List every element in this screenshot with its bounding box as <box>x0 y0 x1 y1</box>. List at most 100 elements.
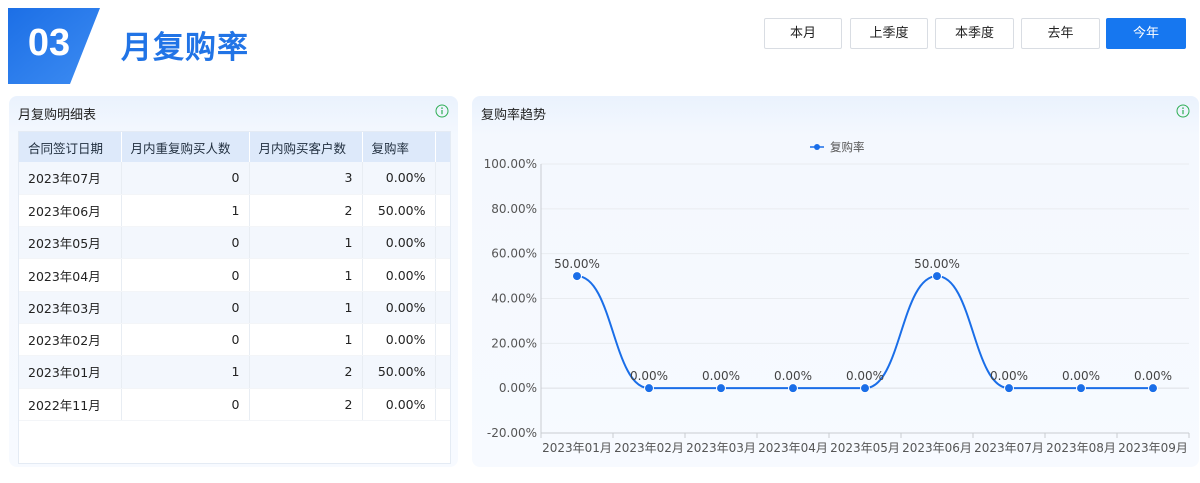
table-cell-spacer <box>435 194 450 228</box>
table-cell: 2 <box>249 388 363 421</box>
table-cell: 0.00% <box>362 162 436 195</box>
table-cell: 2023年07月 <box>19 162 122 195</box>
x-tick-label: 2023年08月 <box>1046 441 1116 455</box>
x-tick-label: 2023年02月 <box>614 441 684 455</box>
table-cell: 2023年01月 <box>19 355 122 389</box>
column-header[interactable]: 月内购买客户数 <box>249 132 363 162</box>
table-cell: 1 <box>249 323 363 357</box>
data-point <box>860 383 870 394</box>
table-cell: 0 <box>121 226 250 260</box>
data-label: 0.00% <box>702 369 740 383</box>
y-tick-label: 20.00% <box>491 336 537 350</box>
page-header: 03 月复购率 本月 上季度 本季度 去年 今年 <box>0 0 1200 88</box>
table-cell: 0.00% <box>362 226 436 260</box>
table-row[interactable]: 2023年03月 0 1 0.00% <box>19 291 450 324</box>
trend-panel-title: 复购率趋势 <box>481 108 547 123</box>
table-row[interactable]: 2023年07月 0 3 0.00% <box>19 162 450 195</box>
table-cell: 2 <box>249 194 363 228</box>
table-row[interactable]: 2023年04月 0 1 0.00% <box>19 258 450 292</box>
table-cell-spacer <box>435 226 450 260</box>
data-label: 0.00% <box>1134 369 1172 383</box>
period-button-last-year[interactable]: 去年 <box>1021 18 1100 49</box>
table-cell: 0.00% <box>362 323 436 357</box>
y-tick-label: 0.00% <box>499 381 537 395</box>
y-tick-label: 100.00% <box>484 157 537 171</box>
trend-line-chart: 100.00% 80.00% 60.00% 40.00% 20.00% 0.00% -20.… <box>484 140 1190 455</box>
table-cell: 0 <box>121 162 250 195</box>
data-label: 0.00% <box>846 369 884 383</box>
data-label: 0.00% <box>630 369 668 383</box>
data-point <box>788 383 798 394</box>
table-cell: 0 <box>121 291 250 324</box>
data-label: 50.00% <box>554 257 600 271</box>
table-cell-spacer <box>435 388 450 421</box>
table-cell-spacer <box>435 291 450 324</box>
column-header-spacer <box>435 132 450 162</box>
data-point <box>644 383 654 394</box>
table-row[interactable]: 2022年11月 0 2 0.00% <box>19 388 450 421</box>
table-cell-spacer <box>435 258 450 292</box>
table-row[interactable]: 2023年05月 0 1 0.00% <box>19 226 450 260</box>
data-point <box>716 383 726 394</box>
table-header-row: 合同签订日期 月内重复购买人数 月内购买客户数 复购率 <box>19 132 450 162</box>
column-header[interactable]: 月内重复购买人数 <box>121 132 250 162</box>
y-tick-label: 60.00% <box>491 247 537 261</box>
period-button-this-quarter[interactable]: 本季度 <box>935 18 1014 49</box>
period-button-last-quarter[interactable]: 上季度 <box>850 18 928 49</box>
section-number-badge: 03 <box>8 8 100 84</box>
detail-panel-title: 月复购明细表 <box>18 108 97 123</box>
x-tick-label: 2023年03月 <box>686 441 756 455</box>
x-tick-label: 2023年06月 <box>902 441 972 455</box>
x-tick-label: 2023年09月 <box>1118 441 1188 455</box>
data-point <box>1148 383 1158 394</box>
table-cell: 0 <box>121 323 250 357</box>
table-cell: 50.00% <box>362 355 436 389</box>
table-cell: 0.00% <box>362 258 436 292</box>
data-label: 0.00% <box>1062 369 1100 383</box>
table-cell: 2023年05月 <box>19 226 122 260</box>
period-button-this-month[interactable]: 本月 <box>764 18 842 49</box>
table-cell-spacer <box>435 355 450 389</box>
table-cell-spacer <box>435 162 450 195</box>
column-header[interactable]: 合同签订日期 <box>19 132 122 162</box>
table-cell: 2022年11月 <box>19 388 122 421</box>
data-point <box>572 271 582 282</box>
table-row[interactable]: 2023年01月 1 2 50.00% <box>19 355 450 389</box>
table-cell: 2 <box>249 355 363 389</box>
y-tick-label: 40.00% <box>491 292 537 306</box>
detail-table-panel: 月复购明细表 合同签订日期 月内重复购买人数 月内购买客户数 复购率 2023年… <box>9 96 458 467</box>
data-label: 0.00% <box>774 369 812 383</box>
x-tick-label: 2023年07月 <box>974 441 1044 455</box>
table-cell: 0 <box>121 258 250 292</box>
table-cell: 0 <box>121 388 250 421</box>
data-point <box>1004 383 1014 394</box>
data-label: 0.00% <box>990 369 1028 383</box>
info-circle-icon[interactable] <box>1176 104 1190 118</box>
y-tick-label: 80.00% <box>491 202 537 216</box>
trend-chart-panel: 复购率趋势 100.00% 80.00% 60.00% 40.00% 20.00% 0.0… <box>472 96 1199 467</box>
table-cell: 2023年06月 <box>19 194 122 228</box>
table-cell: 1 <box>249 291 363 324</box>
data-point <box>932 271 942 282</box>
table-cell: 1 <box>249 258 363 292</box>
table-row[interactable]: 2023年06月 1 2 50.00% <box>19 194 450 228</box>
table-cell: 0.00% <box>362 291 436 324</box>
legend-marker <box>814 144 820 150</box>
page-title: 月复购率 <box>121 30 249 66</box>
section-number: 03 <box>27 22 71 64</box>
table-row[interactable]: 2023年02月 0 1 0.00% <box>19 323 450 357</box>
x-tick-label: 2023年05月 <box>830 441 900 455</box>
period-button-this-year[interactable]: 今年 <box>1106 18 1186 49</box>
table-cell: 1 <box>121 355 250 389</box>
table-cell: 2023年04月 <box>19 258 122 292</box>
x-tick-label: 2023年04月 <box>758 441 828 455</box>
table-cell: 0.00% <box>362 388 436 421</box>
table-cell: 2023年02月 <box>19 323 122 357</box>
column-header[interactable]: 复购率 <box>362 132 436 162</box>
table-cell-spacer <box>435 323 450 357</box>
x-tick-label: 2023年01月 <box>542 441 612 455</box>
info-circle-icon[interactable] <box>435 104 449 118</box>
table-cell: 2023年03月 <box>19 291 122 324</box>
table-cell: 50.00% <box>362 194 436 228</box>
y-tick-label: -20.00% <box>487 426 537 440</box>
